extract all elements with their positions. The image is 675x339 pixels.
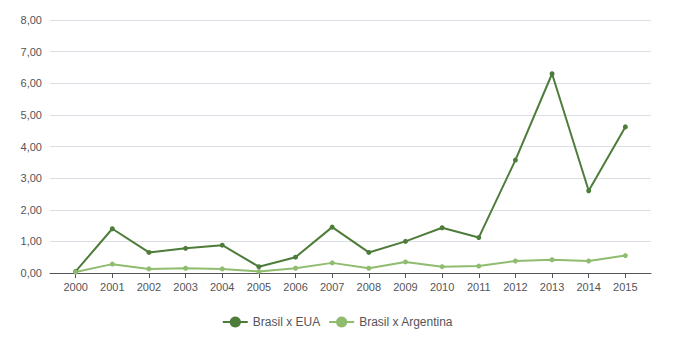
svg-text:7,00: 7,00 xyxy=(21,46,42,58)
svg-text:2015: 2015 xyxy=(613,281,637,293)
svg-text:2003: 2003 xyxy=(173,281,197,293)
svg-text:Brasil x EUA: Brasil x EUA xyxy=(253,315,320,329)
svg-text:2004: 2004 xyxy=(210,281,234,293)
svg-text:2010: 2010 xyxy=(430,281,454,293)
svg-text:2008: 2008 xyxy=(357,281,381,293)
svg-text:2014: 2014 xyxy=(576,281,600,293)
svg-text:1,00: 1,00 xyxy=(21,235,42,247)
svg-text:Brasil x Argentina: Brasil x Argentina xyxy=(359,315,453,329)
svg-text:3,00: 3,00 xyxy=(21,172,42,184)
svg-text:2011: 2011 xyxy=(467,281,491,293)
svg-text:2013: 2013 xyxy=(540,281,564,293)
svg-text:6,00: 6,00 xyxy=(21,77,42,89)
svg-text:2001: 2001 xyxy=(100,281,124,293)
svg-text:2006: 2006 xyxy=(283,281,307,293)
svg-text:5,00: 5,00 xyxy=(21,109,42,121)
svg-text:0,00: 0,00 xyxy=(21,267,42,279)
svg-text:2,00: 2,00 xyxy=(21,204,42,216)
svg-text:4,00: 4,00 xyxy=(21,141,42,153)
svg-text:2000: 2000 xyxy=(63,281,87,293)
svg-text:2009: 2009 xyxy=(393,281,417,293)
svg-text:2007: 2007 xyxy=(320,281,344,293)
svg-text:2005: 2005 xyxy=(247,281,271,293)
svg-text:8,00: 8,00 xyxy=(21,14,42,26)
svg-text:2002: 2002 xyxy=(137,281,161,293)
svg-text:2012: 2012 xyxy=(503,281,527,293)
